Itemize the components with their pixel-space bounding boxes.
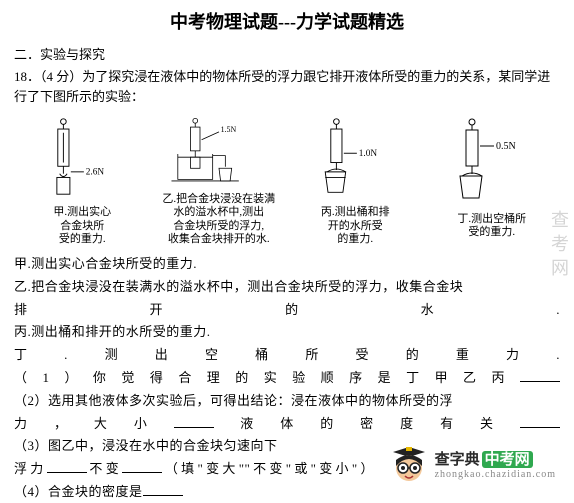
caption-c: 丙.测出桶和排 开的水所受 的重力. — [321, 206, 390, 246]
diagram-b: 1.5N 乙.把合金块浸没在装满 水的溢水杯中,测出 合金块所受的浮力, 收集合… — [154, 116, 284, 246]
spring-scale-icon: 2.6N — [17, 116, 147, 204]
spring-scale-bucket-icon: 1.0N — [290, 116, 420, 204]
q1-text: （1）你觉得合理的实验顺序是丁甲乙丙 — [14, 370, 520, 385]
q2b-text: 力，大小 — [14, 416, 174, 431]
logo-text: 查字典中考网 zhongkao.chazidian.com — [435, 448, 556, 480]
diagram-d: 0.5N 丁.测出空桶所 受的重力. — [427, 116, 557, 246]
blank-5 — [122, 459, 162, 473]
blank-4 — [47, 459, 87, 473]
blank-3 — [520, 414, 560, 428]
force-label-d: 0.5N — [496, 141, 516, 152]
q2c-text: 液体的密度有关 — [214, 416, 520, 431]
logo-main-text: 查字典 — [435, 451, 480, 468]
force-label-b: 1.5N — [220, 125, 236, 134]
blank-2 — [174, 414, 214, 428]
line-q2b: 力，大小 液体的密度有关 — [14, 414, 560, 435]
line-2b: 排开的水. — [14, 300, 560, 321]
question-intro: 18．（4 分）为了探究浸在液体中的物体所受的浮力跟它排开液体所受的重力的关系，… — [14, 67, 560, 106]
mascot-icon — [389, 444, 429, 484]
q3e-text: （填"变大""不变"或"变小"） — [162, 461, 374, 476]
line-3: 丙.测出桶和排开的水所受的重力. — [14, 322, 560, 343]
q4-text: （4）合金块的密度是 — [14, 484, 143, 499]
diagram-c: 1.0N 丙.测出桶和排 开的水所受 的重力. — [290, 116, 420, 246]
force-label-a: 2.6N — [86, 168, 105, 178]
logo-area: 查字典中考网 zhongkao.chazidian.com — [389, 444, 556, 484]
spring-scale-beaker-icon: 1.5N — [154, 116, 284, 191]
diagram-row: 2.6N 甲.测出实心 合金块所 受的重力. 1.5N 乙.把合金块浸没在装满 … — [14, 116, 560, 246]
spring-scale-empty-bucket-icon: 0.5N — [427, 116, 557, 211]
page-title: 中考物理试题---力学试题精选 — [14, 8, 560, 34]
line-q3b: 浮力 不变 （填"变大""不变"或"变小"） — [14, 459, 374, 480]
line-1: 甲.测出实心合金块所受的重力. — [14, 254, 560, 275]
diagram-a: 2.6N 甲.测出实心 合金块所 受的重力. — [17, 116, 147, 246]
q3c-text: 浮力 — [14, 461, 47, 476]
line-4-text: 丁.测出空桶所受的重力. — [14, 347, 560, 362]
caption-d: 丁.测出空桶所 受的重力. — [457, 213, 526, 239]
force-label-c: 1.0N — [359, 149, 378, 159]
blank-1 — [520, 368, 560, 382]
section-header: 二．实验与探究 — [14, 44, 560, 63]
caption-a: 甲.测出实心 合金块所 受的重力. — [53, 206, 111, 246]
logo-sub-text: zhongkao.chazidian.com — [435, 469, 556, 480]
q3a-text: （3）图乙中，浸没在水中的合金块匀速向下 — [14, 438, 278, 453]
line-4: 丁.测出空桶所受的重力. — [14, 345, 560, 366]
line-q1: （1）你觉得合理的实验顺序是丁甲乙丙 — [14, 368, 560, 389]
line-2a: 乙.把合金块浸没在装满水的溢水杯中，测出合金块所受的浮力，收集合金块 — [14, 277, 560, 298]
logo-cap-text: 中考网 — [482, 451, 533, 468]
q3d-text: 不变 — [87, 461, 122, 476]
line-q2a: （2）选用其他液体多次实验后，可得出结论：浸在液体中的物体所受的浮 — [14, 391, 560, 412]
line-q4: （4）合金块的密度是 — [14, 482, 560, 503]
blank-6 — [143, 482, 183, 496]
caption-b: 乙.把合金块浸没在装满 水的溢水杯中,测出 合金块所受的浮力, 收集合金块排开的… — [162, 193, 275, 246]
